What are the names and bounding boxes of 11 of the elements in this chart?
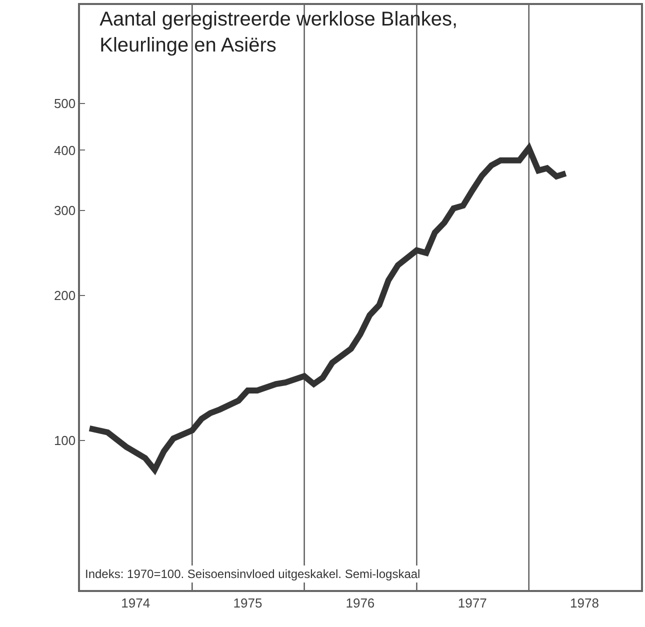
y-tick-label: 400 xyxy=(54,142,76,158)
x-tick-label: 1976 xyxy=(346,595,375,610)
y-tick-label: 100 xyxy=(54,433,76,448)
x-tick-label: 1975 xyxy=(233,595,262,610)
annotation: Indeks: 1970=100. Seisoensinvloed uitgeskakel. Semi-logskaal xyxy=(85,567,420,581)
x-tick-label: 1974 xyxy=(121,595,150,610)
x-tick-label: 1977 xyxy=(458,595,487,610)
y-tick-label: 500 xyxy=(54,96,76,111)
y-tick-label: 200 xyxy=(54,288,76,303)
x-tick-label: 1978 xyxy=(570,595,599,610)
y-tick-label: 300 xyxy=(54,203,76,218)
